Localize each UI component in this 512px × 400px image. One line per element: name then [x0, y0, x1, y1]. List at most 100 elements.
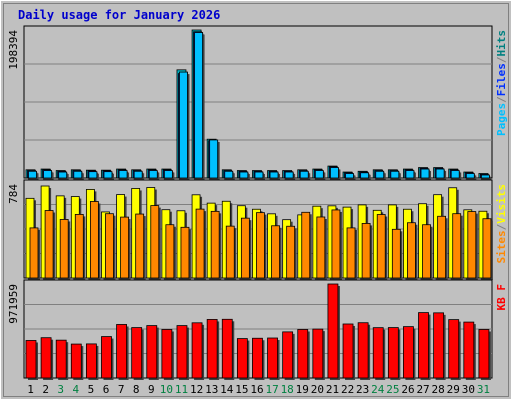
bar-kbf: [433, 312, 445, 379]
bar-kbf: [161, 329, 173, 379]
x-tick-label: 9: [148, 383, 155, 396]
bar-pages: [28, 170, 37, 179]
bar-sites: [286, 225, 296, 279]
x-tick-label: 17: [265, 383, 278, 396]
bar-sites: [407, 222, 416, 279]
bar-pages: [254, 171, 264, 179]
bar-pages: [73, 170, 83, 179]
bar-sites: [195, 208, 205, 279]
bar-pages: [481, 174, 490, 179]
x-tick-label: 11: [175, 383, 188, 396]
bar-sites: [346, 227, 356, 279]
bar-kbf: [25, 340, 37, 379]
bar-kbf: [70, 343, 82, 379]
bar-kbf: [448, 319, 460, 379]
legend-text: KB F: [495, 284, 508, 311]
bar-kbf: [372, 327, 384, 379]
bar-sites: [316, 216, 326, 279]
bar-sites: [256, 212, 265, 279]
panel-middle: 784 Sites/Visits: [7, 179, 508, 280]
bar-sites: [29, 227, 39, 279]
bar-pages: [118, 170, 128, 179]
bar-kbf: [221, 318, 233, 379]
bar-sites: [452, 213, 462, 279]
y-tick-label: 971959: [7, 284, 20, 324]
legend-entry: Sites: [495, 230, 508, 263]
legend-entry: Files: [495, 63, 508, 96]
bar-pages: [405, 170, 415, 179]
bar-pages: [133, 170, 143, 179]
bar-sites: [391, 228, 401, 279]
bar-pages: [148, 170, 158, 179]
x-tick-label: 31: [477, 383, 490, 396]
bar-pages: [239, 171, 249, 179]
legend-text: Sites/Visits: [495, 184, 508, 264]
bar-sites: [210, 210, 220, 279]
bar-sites: [331, 209, 341, 279]
bar-kbf: [418, 312, 429, 379]
legend-entry: Pages: [495, 103, 508, 136]
bar-kbf: [312, 328, 324, 379]
bar-kbf: [403, 326, 414, 379]
bar-pages: [224, 170, 234, 179]
bar-kbf: [267, 337, 278, 379]
x-tick-label: 13: [205, 383, 218, 396]
x-tick-label: 16: [250, 383, 263, 396]
bar-sites: [135, 213, 145, 279]
x-tick-label: 24: [371, 383, 385, 396]
bar-kbf: [236, 338, 248, 379]
bar-kbf: [297, 329, 309, 379]
bar-pages: [345, 173, 354, 179]
bar-pages: [58, 171, 68, 179]
bar-pages: [163, 170, 173, 179]
x-tick-label: 14: [220, 383, 234, 396]
bar-sites: [422, 224, 431, 279]
x-tick-label: 8: [133, 383, 140, 396]
x-tick-label: 29: [447, 383, 460, 396]
bar-sites: [467, 211, 477, 279]
x-tick-label: 21: [326, 383, 339, 396]
bar-pages: [284, 171, 294, 179]
bar-kbf: [85, 343, 97, 379]
bar-kbf: [463, 321, 475, 379]
x-tick-label: 2: [42, 383, 49, 396]
bar-sites: [240, 217, 250, 279]
bar-sites: [44, 210, 54, 279]
panel-bottom: 971959 KB F: [7, 279, 508, 380]
x-tick-label: 1: [27, 383, 34, 396]
bar-pages: [209, 139, 219, 179]
bar-pages: [390, 170, 400, 179]
x-tick-label: 26: [401, 383, 414, 396]
y-tick-label: 198394: [7, 30, 20, 70]
bar-sites: [89, 201, 99, 279]
x-tick-label: 4: [73, 383, 80, 396]
x-tick-label: 7: [118, 383, 125, 396]
bar-sites: [59, 219, 69, 279]
x-tick-label: 18: [281, 383, 294, 396]
bar-kbf: [116, 324, 127, 379]
bar-kbf: [357, 322, 369, 379]
bar-sites: [271, 225, 280, 279]
bar-kbf: [342, 323, 354, 379]
bar-pages: [435, 168, 445, 179]
x-tick-label: 27: [416, 383, 429, 396]
bar-sites: [180, 226, 190, 279]
bar-pages: [375, 170, 385, 179]
bar-kbf: [176, 325, 188, 379]
bar-pages-shadow: [483, 177, 492, 180]
x-tick-label: 30: [462, 383, 475, 396]
x-tick-label: 3: [57, 383, 64, 396]
x-tick-label: 15: [235, 383, 248, 396]
bar-sites: [301, 211, 311, 279]
bar-pages: [465, 173, 475, 179]
bar-sites: [482, 218, 492, 279]
bar-pages: [43, 170, 52, 179]
x-tick-label: 5: [88, 383, 95, 396]
bar-kbf: [101, 336, 112, 379]
x-tick-label: 12: [190, 383, 203, 396]
chart-border-dark: [3, 3, 509, 397]
x-tick-label: 25: [386, 383, 399, 396]
bar-kbf: [40, 337, 52, 379]
bar-pages: [194, 32, 203, 179]
